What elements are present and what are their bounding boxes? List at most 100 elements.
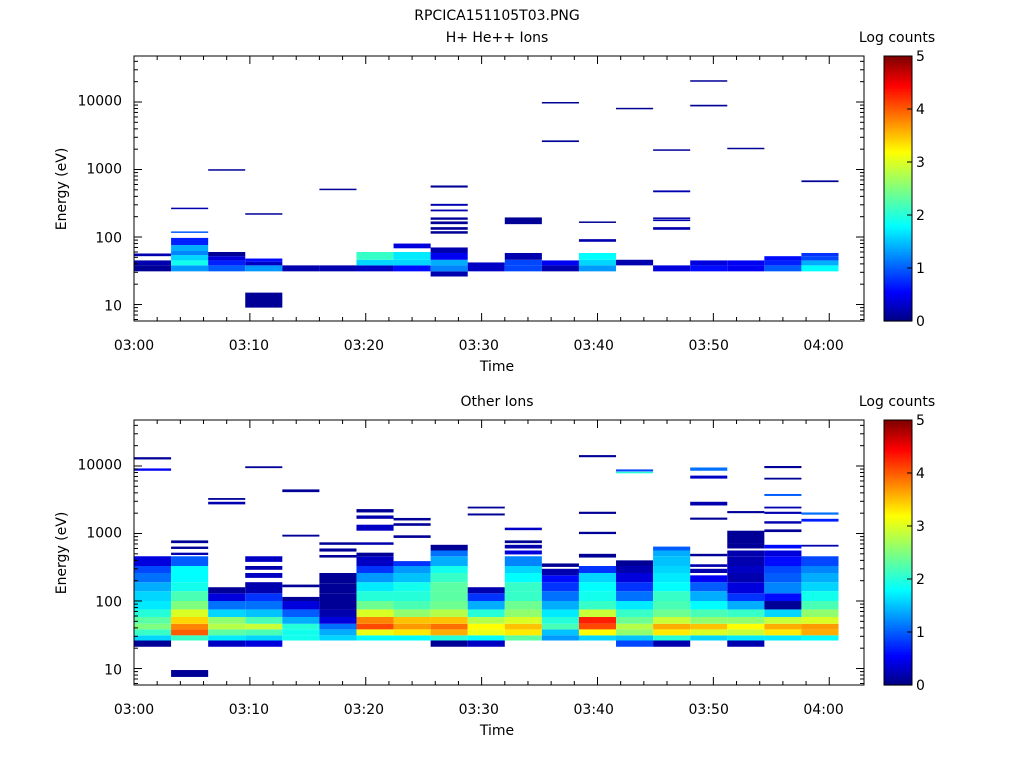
colorbar-segment (884, 553, 912, 557)
colorbar-segment (884, 527, 912, 530)
colorbar-segment (884, 147, 912, 150)
heatmap-cell (578, 511, 617, 514)
heatmap-cell (430, 566, 468, 573)
colorbar-segment (884, 523, 912, 526)
colorbar-segment (884, 569, 912, 573)
heatmap-cell (653, 623, 691, 630)
colorbar-segment (884, 426, 912, 429)
heatmap-cell (319, 609, 357, 617)
colorbar-segment (884, 56, 912, 59)
colorbar-segment (884, 278, 912, 282)
heatmap-cell (430, 609, 468, 617)
colorbar-segment (884, 175, 912, 178)
colorbar-segment (884, 300, 912, 304)
colorbar-segment (884, 521, 912, 524)
colorbar-segment (884, 602, 912, 605)
colorbar-segment (884, 199, 912, 203)
heatmap-cell (393, 561, 431, 567)
colorbar-segment (884, 201, 912, 205)
colorbar-segment (884, 498, 912, 502)
heatmap-cell (245, 213, 283, 215)
heatmap-cell (208, 256, 246, 261)
heatmap-cell (467, 623, 505, 630)
heatmap-cell (282, 489, 320, 493)
colorbar-segment (884, 284, 912, 288)
colorbar-segment (884, 151, 912, 154)
heatmap-cell (245, 572, 283, 578)
colorbar-segment (884, 476, 912, 480)
heatmap-cell (578, 623, 617, 630)
heatmap-cell (690, 80, 728, 82)
heatmap-cell (801, 566, 839, 573)
heatmap-cell (282, 584, 320, 588)
heatmap-cell (616, 629, 654, 636)
heatmap-cell (690, 104, 728, 107)
heatmap-cell (356, 524, 394, 531)
heatmap-cell (467, 262, 505, 272)
heatmap-cell (134, 616, 172, 624)
colorbar-label: Log counts (859, 30, 935, 46)
heatmap-cell (578, 601, 617, 610)
colorbar-segment (884, 452, 912, 455)
colorbar-segment (884, 163, 912, 166)
colorbar-segment (884, 290, 912, 294)
colorbar-segment (884, 438, 912, 441)
heatmap-cell (653, 616, 691, 624)
heatmap-cell (653, 640, 691, 647)
heatmap-cell (690, 635, 728, 641)
heatmap-cell (245, 466, 283, 469)
colorbar-segment (884, 456, 912, 460)
colorbar-segment (884, 58, 912, 61)
heatmap-cell (764, 544, 802, 549)
colorbar-segment (884, 551, 912, 555)
heatmap-cell (727, 511, 765, 514)
colorbar-tick-label: 3 (916, 519, 925, 535)
colorbar-segment (884, 92, 912, 96)
heatmap-cell (319, 555, 357, 558)
colorbar-segment (884, 626, 912, 629)
colorbar-segment (884, 676, 912, 680)
heatmap-cell (356, 635, 394, 641)
x-tick-label: 03:40 (574, 338, 614, 354)
heatmap-cell (727, 572, 765, 583)
colorbar-tick-label: 3 (916, 155, 925, 171)
heatmap-cell (356, 566, 394, 573)
colorbar-segment (884, 179, 912, 183)
heatmap-cell (653, 227, 691, 230)
heatmap-cell (578, 553, 617, 558)
heatmap-cell (801, 556, 839, 567)
heatmap-cell (541, 568, 579, 576)
colorbar-segment (884, 486, 912, 490)
heatmap-cell (616, 635, 654, 641)
heatmap-cell (208, 601, 246, 610)
heatmap-cell (541, 575, 579, 583)
heatmap-cell (319, 635, 357, 641)
colorbar-tick-label: 4 (916, 466, 925, 482)
colorbar-segment (884, 579, 912, 583)
heatmap-cell (764, 521, 802, 524)
heatmap-cell (430, 231, 468, 234)
colorbar-segment (884, 205, 912, 209)
heatmap-cell (171, 591, 209, 602)
heatmap-cell (764, 616, 802, 624)
heatmap-cell (430, 623, 468, 630)
colorbar-tick-label: 1 (916, 625, 925, 641)
heatmap-cell (764, 511, 802, 514)
heatmap-cell (245, 582, 283, 594)
colorbar-segment (884, 242, 912, 245)
colorbar-segment (884, 110, 912, 114)
heatmap-cell (393, 582, 431, 592)
heatmap-cell (430, 247, 468, 253)
heatmap-cell (690, 265, 728, 272)
heatmap-cell (653, 556, 691, 567)
colorbar-frame (883, 55, 913, 322)
heatmap-cell (430, 217, 468, 220)
heatmap-cell (171, 609, 209, 617)
heatmap-cell (430, 252, 468, 260)
colorbar-segment (884, 183, 912, 187)
heatmap-cell (171, 572, 209, 583)
heatmap-cell (801, 629, 839, 636)
x-axis-tick-labels: 03:00 03:10 03:20 03:30 03:40 03:50 04:0… (114, 702, 844, 718)
colorbar-segment (884, 128, 912, 132)
